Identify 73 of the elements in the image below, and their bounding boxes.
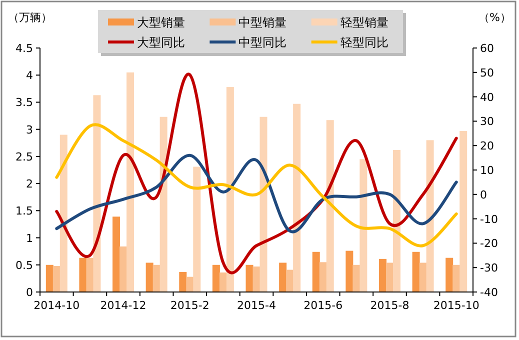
bar <box>286 270 294 292</box>
bar <box>193 166 201 292</box>
bar <box>112 216 120 292</box>
x-tick-label: 2015-10 <box>433 299 480 312</box>
bar <box>392 150 400 292</box>
bar <box>412 252 420 292</box>
y-tick-label: 2 <box>26 178 33 191</box>
y-tick-label: 3.5 <box>16 96 33 110</box>
bar <box>260 116 268 292</box>
bar <box>152 264 160 292</box>
bar <box>179 272 187 292</box>
bar <box>378 258 386 292</box>
y-tick-label: 4 <box>26 69 33 82</box>
bar <box>146 262 154 292</box>
y2-tick-label: 0 <box>480 188 487 202</box>
y-tick-label: 3 <box>26 123 33 136</box>
bar <box>219 272 227 292</box>
y-tick-label: 2.5 <box>16 150 33 164</box>
bar <box>312 252 320 292</box>
legend-label: 中型同比 <box>238 36 287 50</box>
legend-label: 轻型销量 <box>340 16 388 30</box>
bar <box>279 262 287 292</box>
bar <box>52 266 60 292</box>
line-series <box>55 154 458 233</box>
y2-tick-label: -20 <box>480 237 498 250</box>
bar <box>360 159 368 292</box>
x-tick-label: 2015-2 <box>170 299 210 312</box>
y-tick-label: 1.5 <box>16 204 33 218</box>
bar <box>246 264 254 292</box>
bar <box>212 264 220 292</box>
y2-axis-title: （%） <box>478 11 511 24</box>
x-tick-label: 2015-6 <box>304 299 343 312</box>
y-tick-label: 0.5 <box>16 258 33 272</box>
legend-label: 大型同比 <box>137 36 185 50</box>
x-tick-label: 2015-8 <box>370 299 410 312</box>
bar <box>226 87 234 292</box>
y2-tick-label: 60 <box>480 42 494 55</box>
legend-label: 中型销量 <box>238 16 287 30</box>
bar <box>93 95 101 292</box>
legend-label: 轻型同比 <box>340 36 388 50</box>
y-axis-title: （万辆） <box>8 11 52 24</box>
bar <box>252 266 260 292</box>
x-tick-label: 2014-12 <box>100 299 146 312</box>
bar <box>352 264 360 292</box>
bar <box>79 258 87 292</box>
y2-tick-label: -40 <box>480 286 498 299</box>
y2-tick-label: 20 <box>480 140 494 153</box>
bar <box>120 246 128 292</box>
x-tick-label: 2015-4 <box>237 299 276 312</box>
legend-label: 大型销量 <box>137 16 185 30</box>
bar <box>452 264 460 292</box>
y2-tick-label: 10 <box>480 164 494 177</box>
y2-tick-label: 50 <box>480 66 494 80</box>
bar <box>386 262 394 292</box>
bar <box>319 262 327 292</box>
y-tick-label: 4.5 <box>16 42 33 55</box>
y-tick-label: 0 <box>26 286 33 299</box>
bar <box>293 104 301 292</box>
y2-tick-label: -30 <box>480 262 498 275</box>
bar <box>460 130 468 292</box>
bar <box>446 258 454 292</box>
y-tick-label: 1 <box>26 232 33 245</box>
bar <box>86 258 94 292</box>
y2-tick-label: 30 <box>480 115 494 128</box>
bar <box>126 72 134 292</box>
bar <box>426 140 434 292</box>
y2-tick-label: -10 <box>480 212 498 226</box>
y2-tick-label: 40 <box>480 90 494 104</box>
bar <box>326 120 334 292</box>
x-tick-label: 2014-10 <box>34 299 80 312</box>
bar <box>419 262 427 292</box>
bar <box>46 264 54 292</box>
bar <box>346 250 354 292</box>
